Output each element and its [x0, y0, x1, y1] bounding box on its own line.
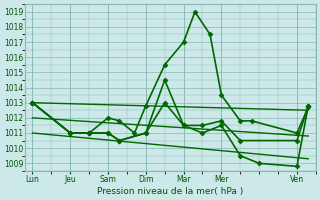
X-axis label: Pression niveau de la mer( hPa ): Pression niveau de la mer( hPa )	[97, 187, 244, 196]
